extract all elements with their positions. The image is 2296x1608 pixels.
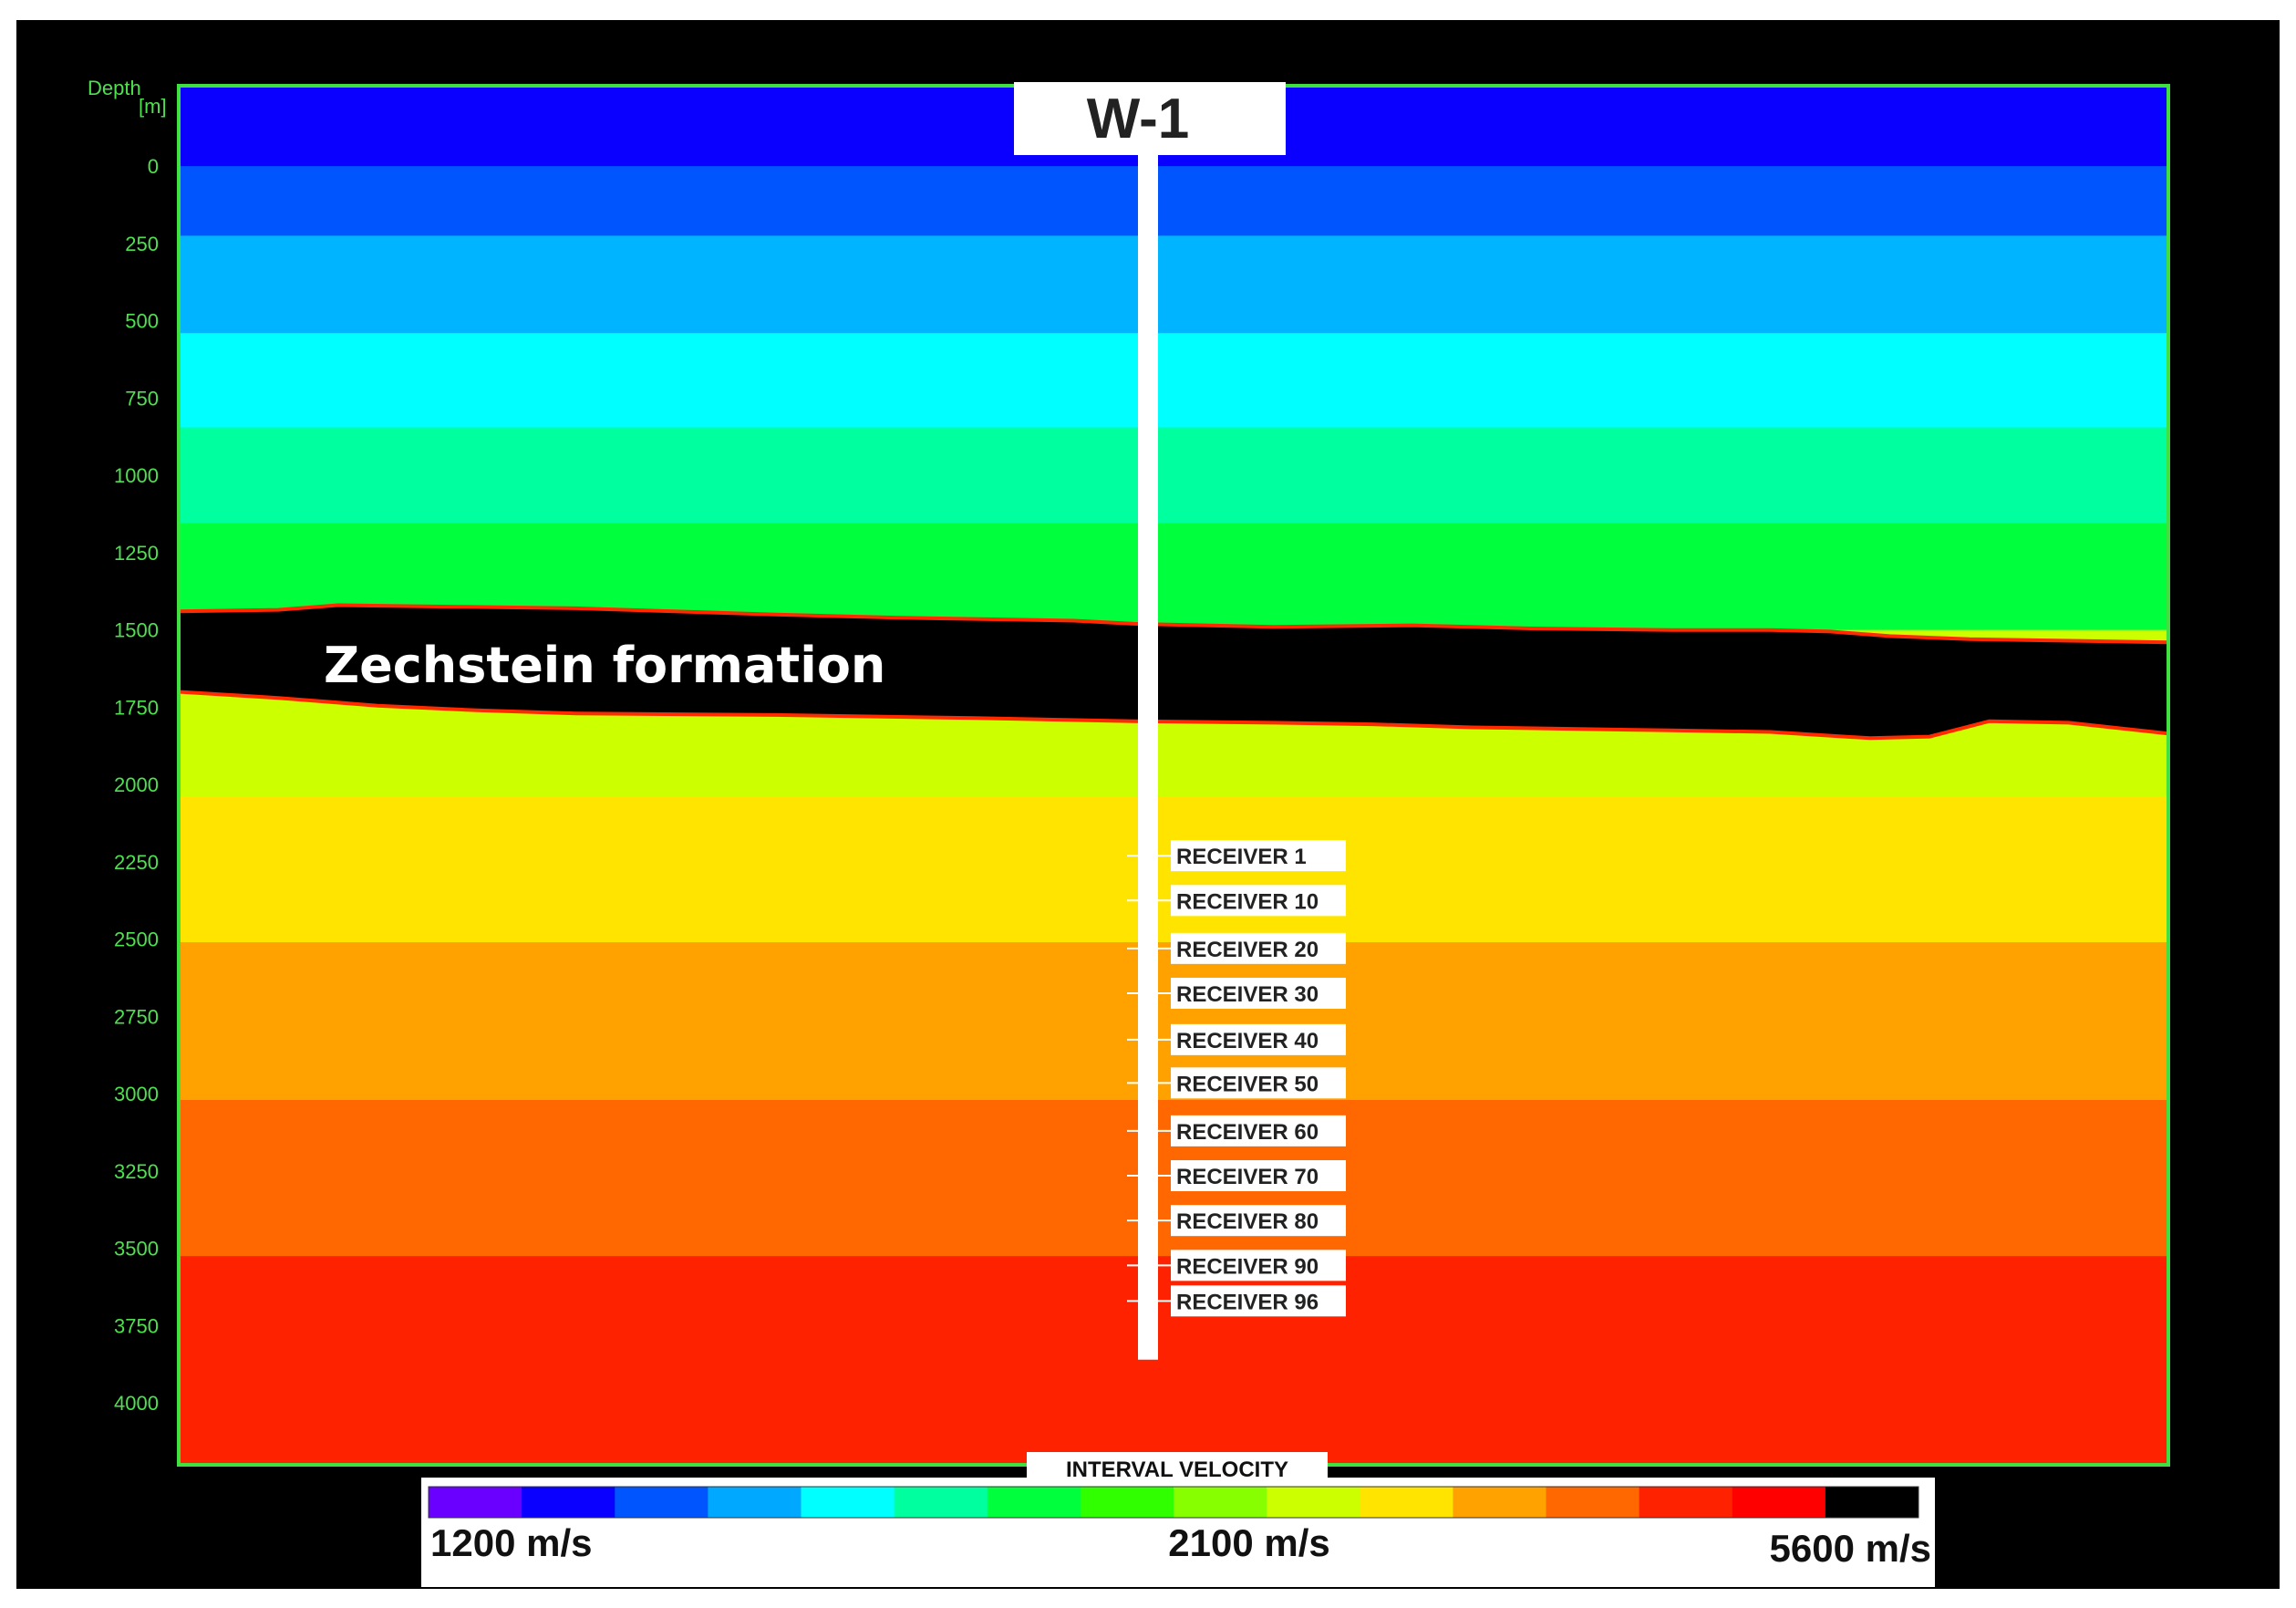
velocity-colorbar xyxy=(428,1486,1919,1519)
depth-tick-label: 250 xyxy=(125,233,159,255)
velocity-model-section xyxy=(177,84,2170,1467)
colorbar-swatch xyxy=(1360,1487,1453,1518)
legend-title-box xyxy=(1027,1452,1328,1485)
receiver-1: RECEIVER 1 xyxy=(1127,840,1346,872)
colorbar-swatch xyxy=(1080,1487,1174,1518)
colorbar-swatch xyxy=(1267,1487,1360,1518)
well-name: W-1 xyxy=(1087,88,1189,150)
receiver-8: RECEIVER 70 xyxy=(1127,1160,1346,1192)
well-name-box xyxy=(1014,82,1286,155)
receiver-label-box xyxy=(1171,1205,1346,1237)
legend-title: INTERVAL VELOCITY xyxy=(1066,1458,1288,1482)
receiver-2: RECEIVER 10 xyxy=(1127,885,1346,917)
receiver-label: RECEIVER 10 xyxy=(1176,889,1319,914)
depth-tick-label: 750 xyxy=(125,387,159,410)
receiver-label-box xyxy=(1171,1023,1346,1055)
receiver-9: RECEIVER 80 xyxy=(1127,1205,1346,1237)
depth-tick-label: 3000 xyxy=(114,1083,159,1105)
zechstein-base-horizon xyxy=(178,690,2169,741)
legend-min-label: 1200 m/s xyxy=(430,1521,592,1564)
depth-tick-label: 0 xyxy=(148,155,159,178)
depth-tick-label: 3250 xyxy=(114,1160,159,1183)
receiver-label: RECEIVER 20 xyxy=(1176,938,1319,962)
receiver-label: RECEIVER 90 xyxy=(1176,1254,1319,1279)
colorbar-swatch xyxy=(429,1487,522,1518)
receiver-label-box xyxy=(1171,1115,1346,1146)
colorbar-border xyxy=(428,1486,1919,1519)
colorbar-swatch xyxy=(894,1487,988,1518)
legend-max-label: 5600 m/s xyxy=(1770,1527,1931,1570)
depth-tick-label: 2250 xyxy=(114,851,159,874)
well-bore xyxy=(1138,153,1158,1360)
interval-velocity-legend: INTERVAL VELOCITY 1200 m/s 2100 m/s 5600… xyxy=(421,1452,1935,1587)
receiver-5: RECEIVER 40 xyxy=(1127,1023,1346,1055)
receiver-label: RECEIVER 60 xyxy=(1176,1120,1319,1145)
receiver-6: RECEIVER 50 xyxy=(1127,1067,1346,1099)
colorbar-swatch xyxy=(1546,1487,1640,1518)
receiver-10: RECEIVER 90 xyxy=(1127,1250,1346,1281)
depth-axis: Depth [m] 0 250 500 750 1000 1250 1500 1750 2000… xyxy=(88,77,167,1415)
depth-tick-label: 3750 xyxy=(114,1314,159,1337)
velocity-layer-5 xyxy=(179,427,2168,524)
depth-axis-title: Depth xyxy=(88,77,141,99)
zechstein-top-horizon xyxy=(178,603,2169,645)
receiver-11: RECEIVER 96 xyxy=(1127,1285,1346,1317)
colorbar-swatch xyxy=(1732,1487,1826,1518)
velocity-layers xyxy=(179,86,2168,1466)
depth-tick-label: 1250 xyxy=(114,542,159,565)
velocity-layer-2 xyxy=(179,166,2168,236)
colorbar-swatch xyxy=(1639,1487,1733,1518)
legend-mid-label: 2100 m/s xyxy=(1168,1521,1329,1564)
zechstein-formation-body xyxy=(179,605,2168,739)
receiver-3: RECEIVER 20 xyxy=(1127,932,1346,964)
colorbar-swatch xyxy=(1453,1487,1546,1518)
colorbar-swatch xyxy=(1174,1487,1267,1518)
depth-tick-label: 2750 xyxy=(114,1005,159,1028)
receiver-label: RECEIVER 80 xyxy=(1176,1209,1319,1234)
depth-tick-label: 2000 xyxy=(114,773,159,796)
colorbar-swatch xyxy=(987,1487,1081,1518)
receiver-label-box xyxy=(1171,840,1346,872)
receiver-7: RECEIVER 60 xyxy=(1127,1115,1346,1146)
receiver-4: RECEIVER 30 xyxy=(1127,978,1346,1010)
receiver-label-box xyxy=(1171,1250,1346,1281)
receiver-label: RECEIVER 96 xyxy=(1176,1290,1319,1314)
colorbar-swatch xyxy=(522,1487,615,1518)
velocity-layer-3 xyxy=(179,235,2168,334)
receiver-list: RECEIVER 1 RECEIVER 10 RECEIVER 20 RECEIVER… xyxy=(1127,840,1346,1317)
colorbar-swatch xyxy=(708,1487,802,1518)
colorbar-swatch xyxy=(801,1487,895,1518)
depth-tick-label: 4000 xyxy=(114,1392,159,1415)
receiver-label-box xyxy=(1171,1160,1346,1192)
receiver-label-box xyxy=(1171,932,1346,964)
depth-tick-label: 2500 xyxy=(114,928,159,951)
depth-tick-label: 1000 xyxy=(114,464,159,487)
depth-axis-unit: [m] xyxy=(139,95,167,118)
receiver-label-box xyxy=(1171,1067,1346,1099)
receiver-label-box xyxy=(1171,1285,1346,1317)
receiver-label-box xyxy=(1171,885,1346,917)
depth-tick-label: 1500 xyxy=(114,619,159,642)
depth-tick-label: 1750 xyxy=(114,696,159,719)
colorbar-swatch xyxy=(615,1487,708,1518)
colorbar-swatch xyxy=(1825,1487,1919,1518)
receiver-label: RECEIVER 70 xyxy=(1176,1165,1319,1189)
zechstein-formation-label: Zechstein formation xyxy=(324,637,885,694)
receiver-label-box xyxy=(1171,978,1346,1010)
depth-tick-label: 3500 xyxy=(114,1238,159,1260)
receiver-label: RECEIVER 30 xyxy=(1176,982,1319,1007)
receiver-label: RECEIVER 40 xyxy=(1176,1029,1319,1053)
receiver-label: RECEIVER 1 xyxy=(1176,845,1307,869)
depth-tick-label: 500 xyxy=(125,310,159,333)
receiver-label: RECEIVER 50 xyxy=(1176,1072,1319,1096)
velocity-layer-4 xyxy=(179,333,2168,429)
